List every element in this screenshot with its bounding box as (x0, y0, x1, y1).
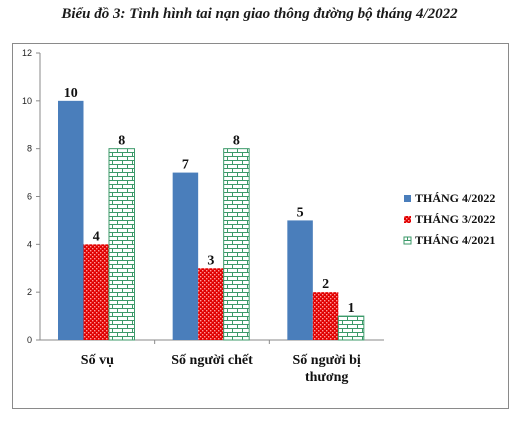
bar (337, 315, 365, 341)
bar (83, 244, 109, 340)
chart-frame (12, 43, 509, 409)
category-label: Số người bị (293, 353, 361, 368)
y-tick-label: 10 (22, 96, 32, 106)
bar (287, 220, 313, 340)
bar (198, 268, 224, 340)
data-label: 8 (118, 134, 125, 149)
data-label: 2 (322, 277, 329, 292)
y-tick-label: 12 (22, 48, 32, 58)
legend-label: THÁNG 3/2022 (415, 212, 495, 226)
bar (58, 100, 84, 340)
category-label: thương (305, 370, 348, 385)
bar (223, 148, 250, 341)
bar (312, 292, 339, 340)
data-label: 1 (348, 301, 355, 316)
bar (172, 172, 199, 340)
y-tick-label: 4 (27, 239, 32, 249)
data-label: 8 (233, 134, 240, 149)
legend-swatch (403, 236, 412, 245)
legend-swatch (404, 216, 411, 223)
y-tick-label: 0 (27, 335, 32, 345)
data-label: 10 (64, 86, 78, 101)
y-tick-label: 8 (27, 144, 32, 154)
category-label: Số người chết (171, 353, 253, 368)
bar (108, 148, 135, 341)
data-label: 4 (93, 229, 100, 244)
data-label: 7 (182, 158, 189, 173)
legend-swatch (404, 195, 411, 202)
category-label: Số vụ (81, 353, 114, 368)
legend-label: THÁNG 4/2021 (415, 233, 495, 247)
data-label: 3 (207, 253, 214, 268)
y-tick-label: 6 (27, 192, 32, 202)
data-label: 5 (297, 205, 304, 220)
chart-title: Biểu đồ 3: Tình hình tai nạn giao thông … (61, 6, 458, 22)
y-tick-label: 2 (27, 287, 32, 297)
legend-label: THÁNG 4/2022 (415, 191, 495, 205)
